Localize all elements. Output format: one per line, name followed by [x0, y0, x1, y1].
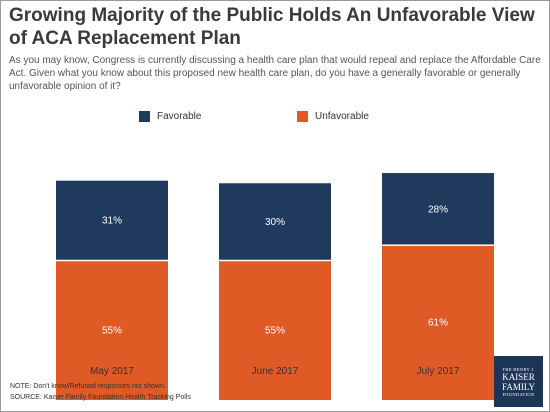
legend-swatch-favorable — [139, 111, 150, 122]
bar-unfavorable-2 — [382, 245, 494, 400]
chart-subtitle: As you may know, Congress is currently d… — [9, 55, 541, 92]
chart-note: NOTE: Don't know/Refused responses not s… — [10, 383, 166, 390]
data-label-favorable-1: 30% — [265, 217, 285, 228]
chart-legend: Favorable Unfavorable — [0, 111, 550, 125]
bar-favorable-1 — [219, 183, 331, 260]
category-label-2: July 2017 — [417, 366, 460, 377]
data-label-unfavorable-1: 55% — [265, 325, 285, 336]
category-label-1: June 2017 — [252, 366, 299, 377]
legend-item-unfavorable: Unfavorable — [297, 111, 369, 122]
legend-item-favorable: Favorable — [139, 111, 201, 122]
logo-line1: THE HENRY J. — [502, 366, 535, 372]
bar-unfavorable-1 — [219, 261, 331, 400]
data-label-unfavorable-0: 55% — [102, 325, 122, 336]
chart-title: Growing Majority of the Public Holds An … — [9, 5, 535, 49]
logo-line3: FAMILY — [502, 381, 535, 392]
logo-line2: KAISER — [502, 371, 535, 382]
legend-label-unfavorable: Unfavorable — [315, 111, 369, 122]
data-label-favorable-0: 31% — [102, 216, 122, 227]
chart-source: SOURCE: Kaiser Family Foundation Health … — [10, 394, 191, 401]
legend-label-favorable: Favorable — [157, 111, 202, 122]
category-label-0: May 2017 — [90, 366, 134, 377]
logo-line4: FOUNDATION — [502, 391, 535, 397]
bar-unfavorable-0 — [56, 261, 168, 400]
legend-swatch-unfavorable — [297, 111, 308, 122]
kff-logo: THE HENRY J. KAISER FAMILY FOUNDATION — [494, 356, 543, 407]
bar-favorable-0 — [56, 180, 168, 260]
data-label-favorable-2: 28% — [428, 204, 448, 215]
bar-favorable-2 — [382, 173, 494, 245]
data-label-unfavorable-2: 61% — [428, 318, 448, 329]
